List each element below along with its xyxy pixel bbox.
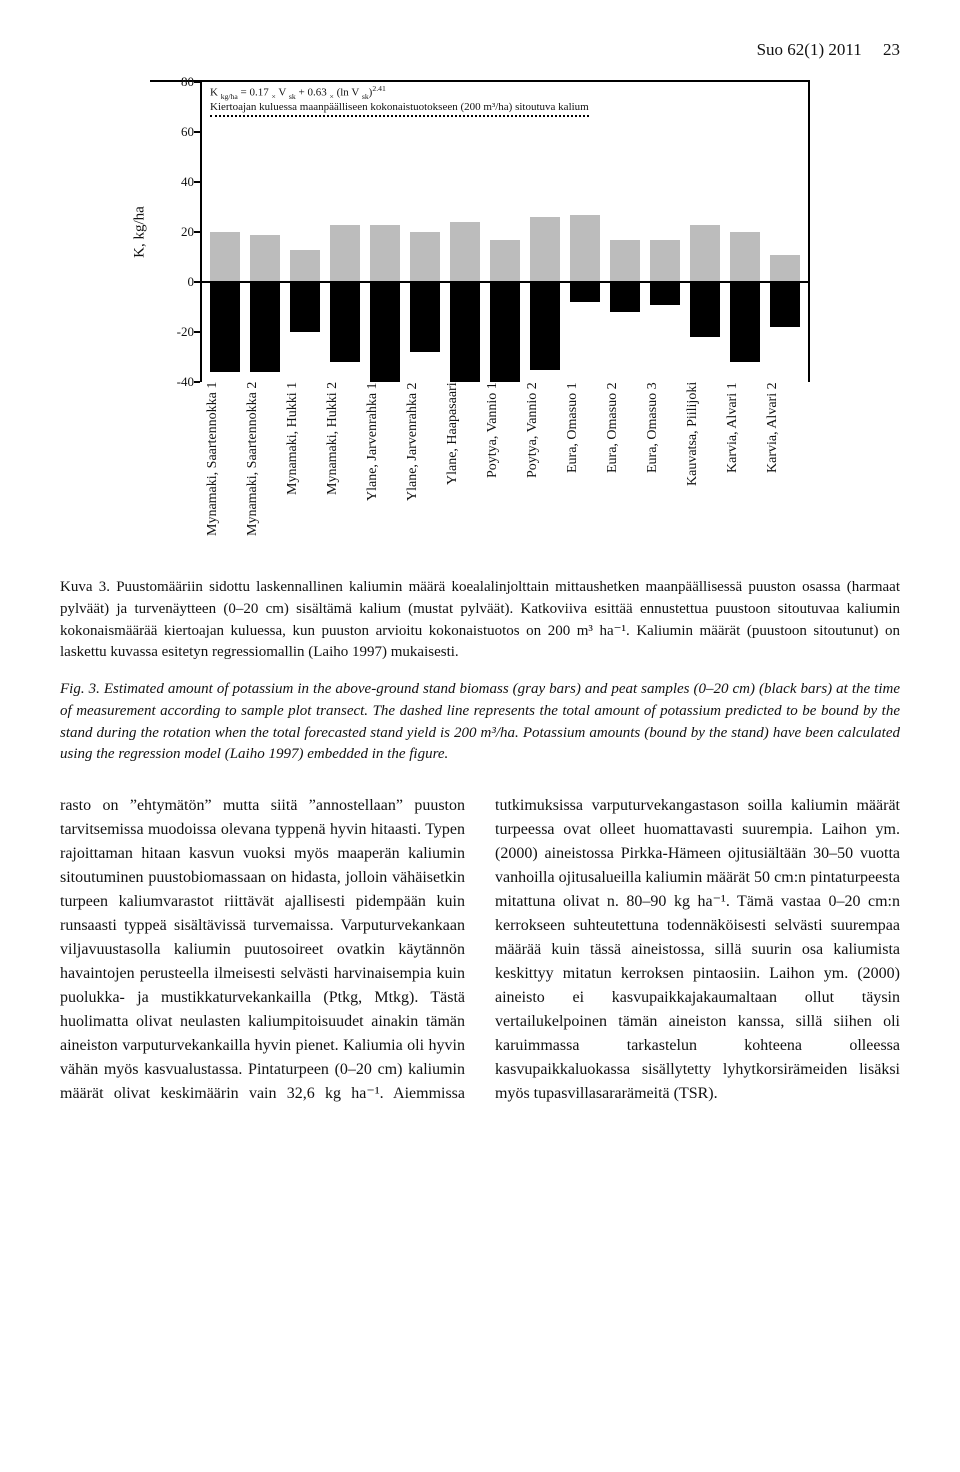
black-bar	[730, 282, 760, 362]
bar-column	[370, 82, 400, 382]
body-text: rasto on ”ehtymätön” mutta siitä ”annost…	[60, 794, 900, 1106]
x-label: Mynamaki, Hukki 1	[285, 382, 325, 562]
black-bar	[770, 282, 800, 327]
y-tick-label: 0	[188, 274, 195, 290]
bar-column	[290, 82, 320, 382]
y-tick-label: 80	[181, 74, 194, 90]
x-label: Kauvatsa, Piilijoki	[685, 382, 725, 562]
gray-bar	[690, 225, 720, 283]
black-bar	[610, 282, 640, 312]
x-label: Poytya, Vannio 1	[485, 382, 525, 562]
y-tick	[194, 331, 200, 333]
gray-bar	[770, 255, 800, 283]
x-axis-labels: Mynamaki, Saartennokka 1Mynamaki, Saarte…	[200, 382, 810, 562]
y-tick	[194, 131, 200, 133]
y-tick	[194, 81, 200, 83]
x-label: Mynamaki, Hukki 2	[325, 382, 365, 562]
y-tick	[194, 381, 200, 383]
y-axis-title: K, kg/ha	[132, 206, 149, 258]
gray-bar	[610, 240, 640, 283]
y-tick-label: -20	[177, 324, 194, 340]
bar-column	[690, 82, 720, 382]
black-bar	[410, 282, 440, 352]
bar-column	[650, 82, 680, 382]
gray-bar	[290, 250, 320, 283]
gray-bar	[530, 217, 560, 282]
x-label: Mynamaki, Saartennokka 2	[245, 382, 285, 562]
bar-column	[570, 82, 600, 382]
black-bar	[530, 282, 560, 370]
y-tick-label: 40	[181, 174, 194, 190]
gray-bar	[450, 222, 480, 282]
black-bar	[210, 282, 240, 372]
y-tick-label: -40	[177, 374, 194, 390]
gray-bar	[250, 235, 280, 283]
x-label: Poytya, Vannio 2	[525, 382, 565, 562]
page-number: 23	[883, 40, 900, 59]
black-bar	[650, 282, 680, 305]
potassium-chart: K, kg/ha K kg/ha = 0.17 × V sk + 0.63 × …	[150, 80, 810, 562]
bar-column	[490, 82, 520, 382]
gray-bar	[370, 225, 400, 283]
x-label: Eura, Omasuo 3	[645, 382, 685, 562]
y-tick	[194, 181, 200, 183]
x-label: Mynamaki, Saartennokka 1	[205, 382, 245, 562]
bar-column	[250, 82, 280, 382]
x-label: Ylane, Jarvenrahka 2	[405, 382, 445, 562]
y-tick	[194, 231, 200, 233]
caption-fi-label: Kuva 3.	[60, 579, 110, 595]
black-bar	[490, 282, 520, 382]
x-label: Ylane, Jarvenrahka 1	[365, 382, 405, 562]
journal-ref: Suo 62(1) 2011	[757, 40, 862, 59]
page-header: Suo 62(1) 2011 23	[60, 40, 900, 60]
gray-bar	[410, 232, 440, 282]
bar-column	[410, 82, 440, 382]
x-label: Karvia, Alvari 1	[725, 382, 765, 562]
black-bar	[450, 282, 480, 382]
bar-column	[450, 82, 480, 382]
gray-bar	[570, 215, 600, 283]
body-col1: rasto on ”ehtymätön” mutta siitä ”annost…	[60, 797, 465, 1102]
black-bar	[250, 282, 280, 372]
bar-column	[730, 82, 760, 382]
bar-column	[210, 82, 240, 382]
bar-column	[330, 82, 360, 382]
caption-en-label: Fig. 3.	[60, 681, 100, 697]
black-bar	[570, 282, 600, 302]
gray-bar	[730, 232, 760, 282]
bar-column	[610, 82, 640, 382]
gray-bar	[650, 240, 680, 283]
bar-column	[530, 82, 560, 382]
black-bar	[330, 282, 360, 362]
caption-fi-text: Puustomääriin sidottu laskennallinen kal…	[60, 579, 900, 660]
caption-finnish: Kuva 3. Puustomääriin sidottu laskennall…	[60, 577, 900, 664]
x-label: Karvia, Alvari 2	[765, 382, 805, 562]
x-axis	[200, 281, 808, 283]
bars-region	[200, 82, 808, 382]
gray-bar	[490, 240, 520, 283]
y-tick-label: 60	[181, 124, 194, 140]
black-bar	[690, 282, 720, 337]
black-bar	[290, 282, 320, 332]
y-tick-label: 20	[181, 224, 194, 240]
x-label: Eura, Omasuo 2	[605, 382, 645, 562]
caption-english: Fig. 3. Estimated amount of potassium in…	[60, 679, 900, 766]
x-label: Ylane, Haapasaari	[445, 382, 485, 562]
gray-bar	[330, 225, 360, 283]
black-bar	[370, 282, 400, 382]
bar-column	[770, 82, 800, 382]
gray-bar	[210, 232, 240, 282]
x-label: Eura, Omasuo 1	[565, 382, 605, 562]
caption-en-text: Estimated amount of potassium in the abo…	[60, 681, 900, 762]
